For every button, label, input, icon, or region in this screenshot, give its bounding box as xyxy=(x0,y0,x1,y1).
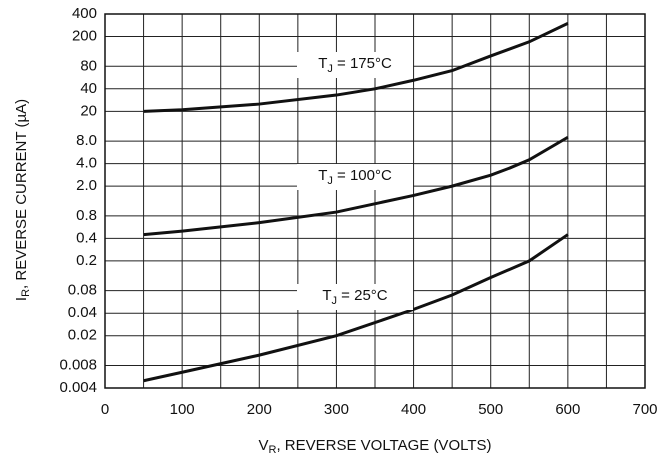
x-label-sub: R xyxy=(269,444,277,456)
plot-frame xyxy=(104,13,646,389)
y-label-rest: , REVERSE CURRENT (µA) xyxy=(13,99,30,289)
series-label-sub: J xyxy=(327,175,333,187)
x-tick-label: 200 xyxy=(247,401,272,418)
series-label: TJ = 100°C xyxy=(318,167,392,187)
series-label-rest: = 100°C xyxy=(333,167,392,184)
x-axis-label: VR, REVERSE VOLTAGE (VOLTS) xyxy=(258,437,491,456)
x-tick-label: 600 xyxy=(555,401,580,418)
y-tick-label: 0.8 xyxy=(76,207,97,224)
series-line xyxy=(143,135,569,237)
x-tick-label: 700 xyxy=(632,401,657,418)
y-tick-label: 0.004 xyxy=(59,379,97,396)
series-label-rest: = 25°C xyxy=(337,287,388,304)
y-tick-label: 8.0 xyxy=(76,132,97,149)
y-tick-label: 80 xyxy=(80,57,97,74)
y-axis-label: IR, REVERSE CURRENT (µA) xyxy=(13,99,32,301)
y-tick-label: 0.2 xyxy=(76,252,97,269)
y-tick-label: 0.02 xyxy=(68,327,97,344)
y-label-main: I xyxy=(13,297,30,301)
y-tick-label: 0.008 xyxy=(59,356,97,373)
y-tick-label: 0.08 xyxy=(68,282,97,299)
x-tick-label: 400 xyxy=(401,401,426,418)
x-label-main: V xyxy=(258,437,268,454)
series-label-sub: J xyxy=(332,295,338,307)
series-label: TJ = 175°C xyxy=(318,55,392,75)
x-tick-label: 0 xyxy=(101,401,109,418)
y-tick-label: 0.04 xyxy=(68,304,97,321)
series-line xyxy=(143,233,569,383)
y-tick-label: 400 xyxy=(72,5,97,22)
x-tick-label: 500 xyxy=(478,401,503,418)
y-label-sub: R xyxy=(20,289,32,297)
series-label-bg xyxy=(297,52,413,78)
series-label-rest: = 175°C xyxy=(333,55,392,72)
series-label-main: T xyxy=(318,55,327,72)
y-tick-label: 2.0 xyxy=(76,177,97,194)
x-label-rest: , REVERSE VOLTAGE (VOLTS) xyxy=(276,437,491,454)
series-line xyxy=(143,21,569,113)
y-tick-label: 200 xyxy=(72,27,97,44)
y-tick-label: 40 xyxy=(80,80,97,97)
x-tick-label: 100 xyxy=(170,401,195,418)
series-label-bg xyxy=(297,164,413,190)
y-tick-label: 4.0 xyxy=(76,155,97,172)
series-label: TJ = 25°C xyxy=(322,287,387,307)
series-label-main: T xyxy=(322,287,331,304)
series-label-main: T xyxy=(318,167,327,184)
x-tick-label: 300 xyxy=(324,401,349,418)
series-label-sub: J xyxy=(327,63,333,75)
y-tick-label: 20 xyxy=(80,102,97,119)
y-tick-label: 0.4 xyxy=(76,229,97,246)
series-label-bg xyxy=(297,284,413,310)
